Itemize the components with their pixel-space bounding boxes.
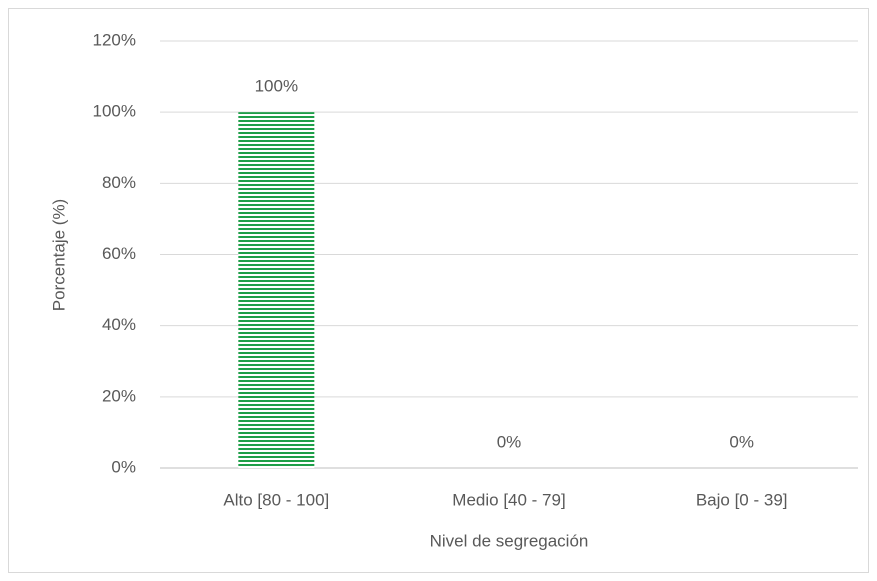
y-tick-label: 20%: [102, 386, 136, 405]
y-tick-label: 80%: [102, 173, 136, 192]
data-label: 0%: [497, 432, 522, 451]
y-axis-label: Porcentaje (%): [49, 199, 68, 311]
x-tick-label: Medio [40 - 79]: [452, 490, 565, 509]
y-tick-label: 120%: [93, 30, 136, 49]
y-tick-label: 0%: [111, 457, 136, 476]
chart-border: [8, 8, 869, 573]
y-tick-label: 40%: [102, 315, 136, 334]
y-tick-label: 60%: [102, 244, 136, 263]
data-label: 0%: [729, 432, 754, 451]
y-tick-label: 100%: [93, 102, 136, 121]
x-tick-label: Bajo [0 - 39]: [696, 490, 788, 509]
data-label: 100%: [255, 77, 298, 96]
x-tick-label: Alto [80 - 100]: [223, 490, 329, 509]
x-axis-label: Nivel de segregación: [430, 531, 589, 550]
bar: [238, 112, 315, 469]
